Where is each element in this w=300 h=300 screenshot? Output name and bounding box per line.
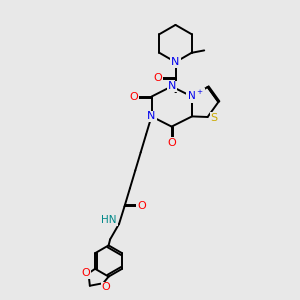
Text: N: N bbox=[171, 57, 180, 67]
Text: O: O bbox=[167, 138, 176, 148]
Text: S: S bbox=[211, 112, 218, 123]
Text: N$^+$: N$^+$ bbox=[187, 89, 204, 102]
Text: O: O bbox=[154, 73, 163, 83]
Text: O: O bbox=[102, 282, 111, 292]
Text: HN: HN bbox=[101, 215, 117, 225]
Text: O: O bbox=[137, 201, 146, 212]
Text: O: O bbox=[129, 92, 138, 102]
Text: N: N bbox=[147, 111, 156, 122]
Text: N: N bbox=[167, 81, 176, 92]
Text: O: O bbox=[81, 268, 90, 278]
